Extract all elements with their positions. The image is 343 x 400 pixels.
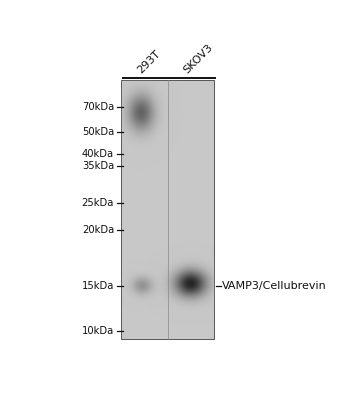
Bar [121, 80, 214, 339]
Text: 293T: 293T [136, 49, 163, 76]
Text: 70kDa: 70kDa [82, 102, 114, 112]
Text: VAMP3/Cellubrevin: VAMP3/Cellubrevin [222, 281, 327, 291]
Text: 40kDa: 40kDa [82, 149, 114, 159]
Text: SKOV3: SKOV3 [181, 42, 214, 76]
Text: 20kDa: 20kDa [82, 225, 114, 235]
Text: 15kDa: 15kDa [82, 281, 114, 291]
Text: 50kDa: 50kDa [82, 127, 114, 137]
Text: 10kDa: 10kDa [82, 326, 114, 336]
Text: 25kDa: 25kDa [82, 198, 114, 208]
Text: 35kDa: 35kDa [82, 161, 114, 171]
